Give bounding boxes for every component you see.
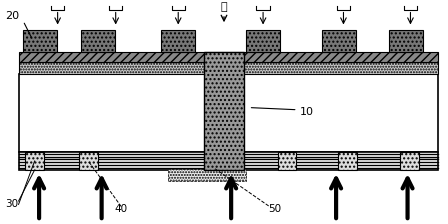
Text: 光: 光 — [221, 2, 227, 12]
Bar — [278, 152, 296, 170]
Bar — [79, 152, 98, 170]
Bar — [18, 152, 439, 170]
Text: 50: 50 — [269, 204, 282, 214]
Bar — [322, 30, 356, 52]
Bar — [161, 30, 195, 52]
Bar — [18, 52, 439, 62]
Bar — [338, 152, 357, 170]
Bar — [81, 30, 115, 52]
Bar — [204, 52, 244, 170]
Bar — [25, 152, 44, 170]
Bar — [401, 152, 419, 170]
Bar — [18, 74, 439, 152]
Text: 10: 10 — [300, 107, 314, 117]
Text: 30: 30 — [5, 199, 18, 209]
Text: 40: 40 — [115, 204, 128, 214]
Bar — [389, 30, 423, 52]
Text: 20: 20 — [5, 11, 19, 21]
Bar — [246, 30, 280, 52]
Bar — [18, 62, 439, 74]
Bar — [23, 30, 56, 52]
Bar — [168, 169, 246, 181]
